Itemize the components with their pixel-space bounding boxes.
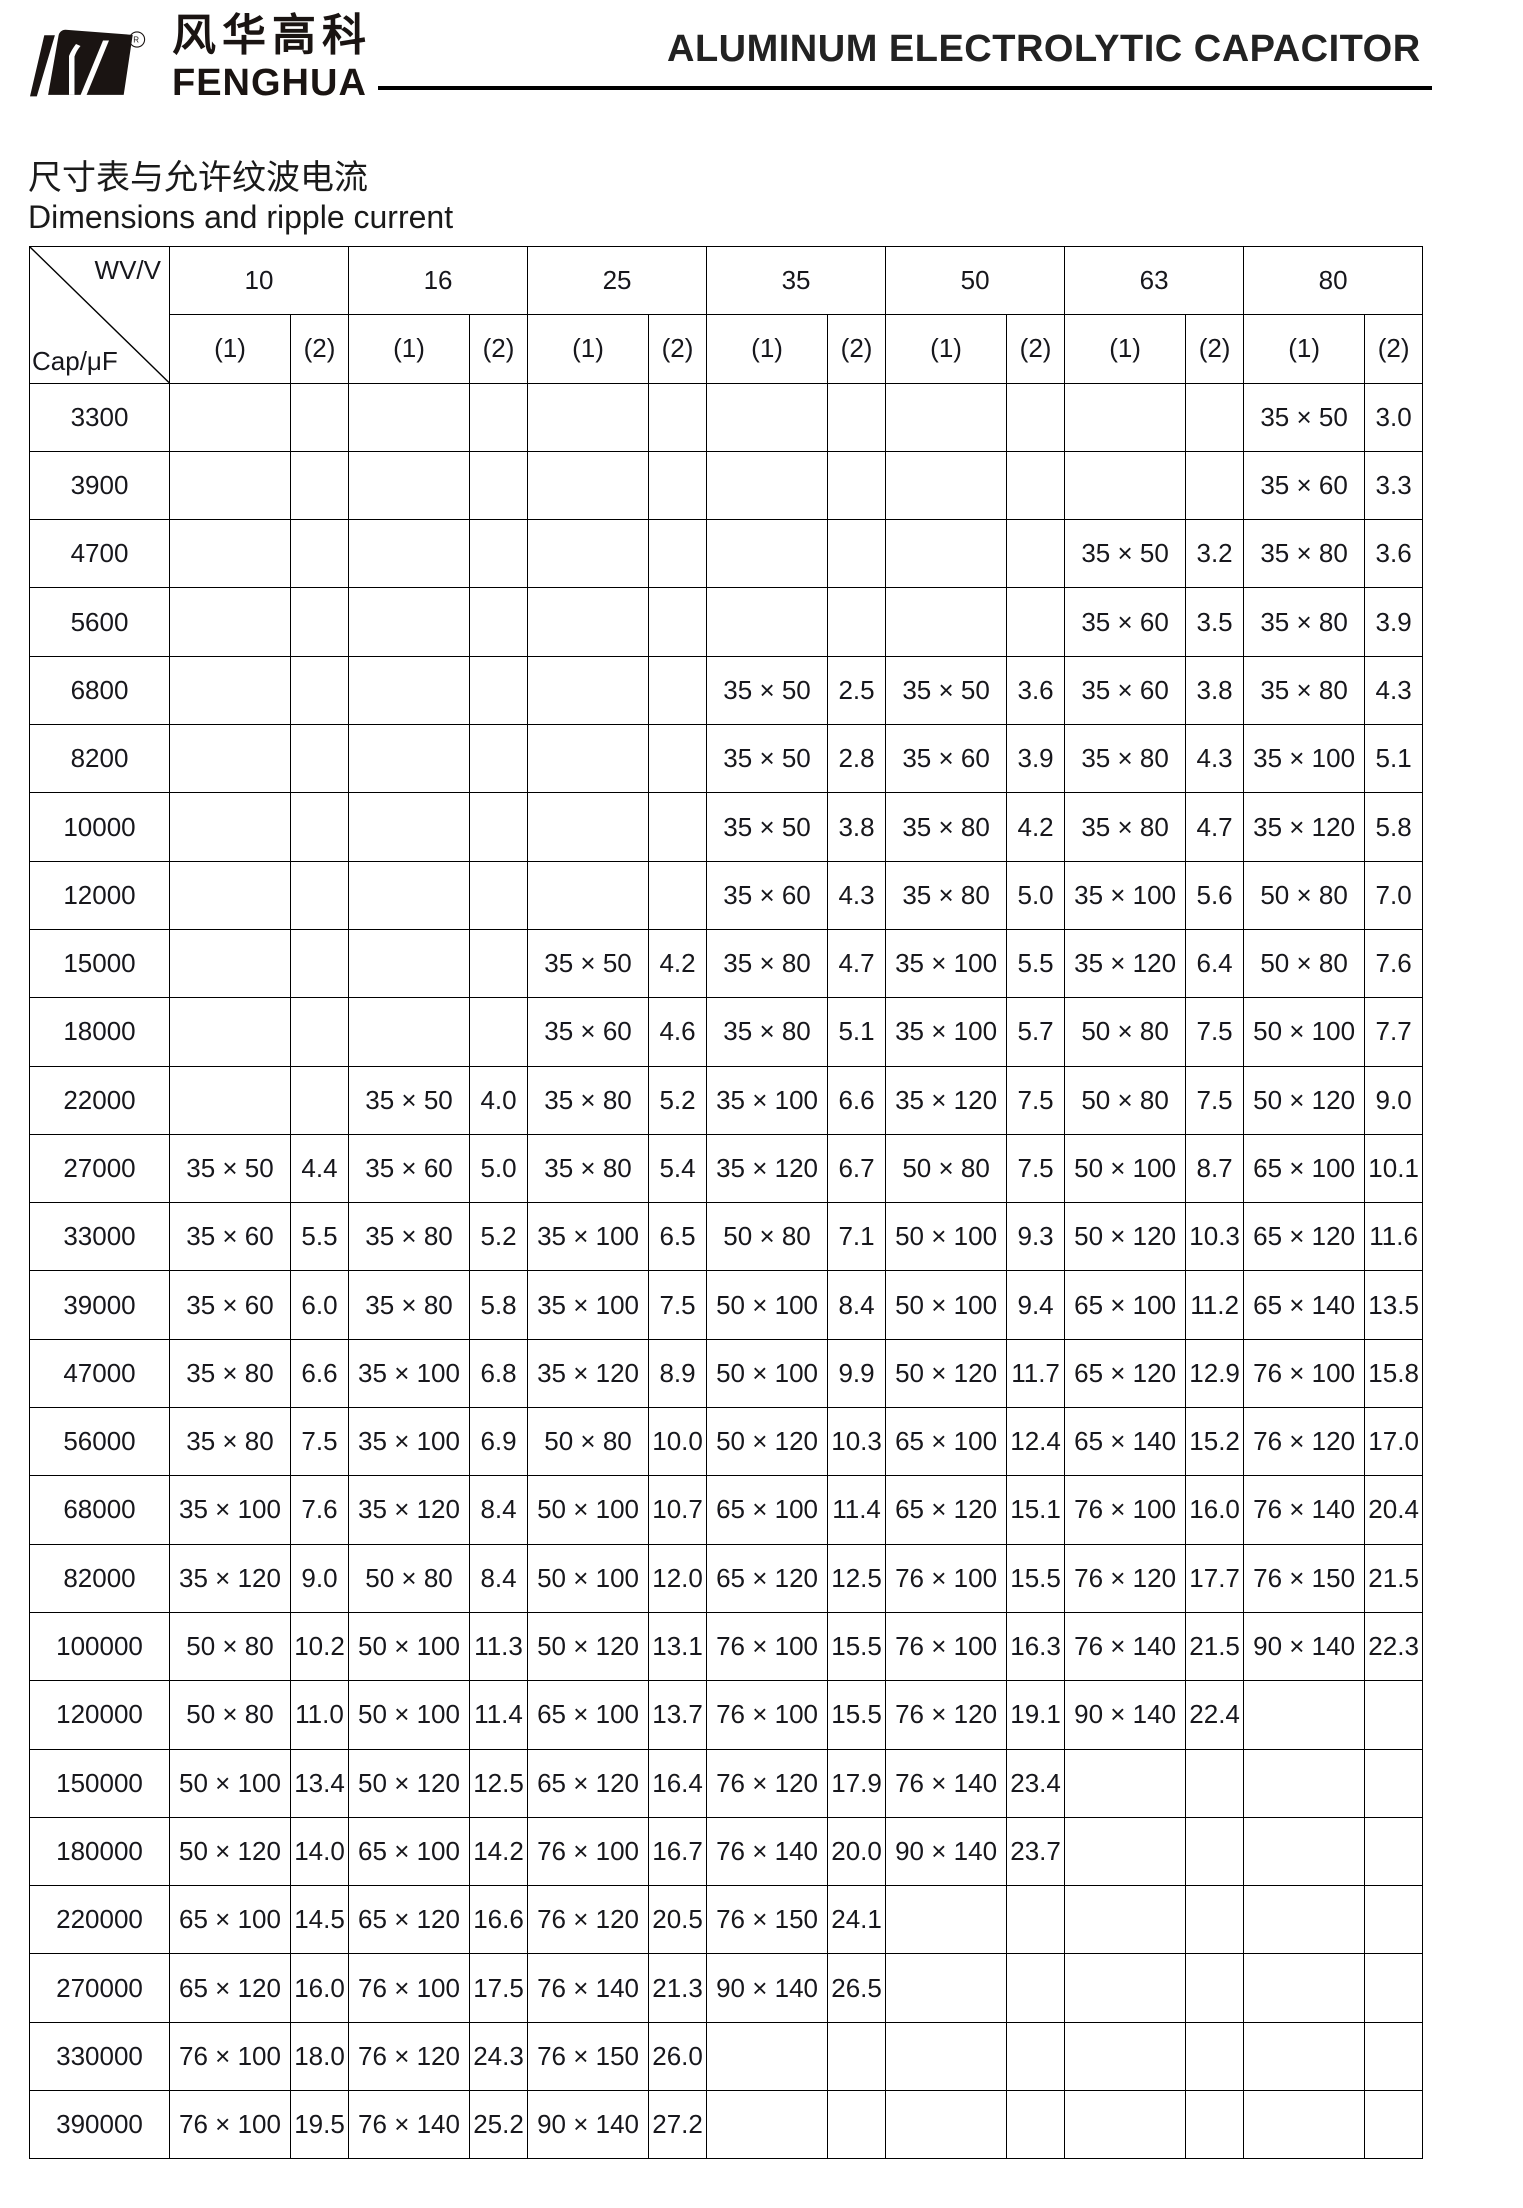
svg-text:R: R [133,36,139,45]
